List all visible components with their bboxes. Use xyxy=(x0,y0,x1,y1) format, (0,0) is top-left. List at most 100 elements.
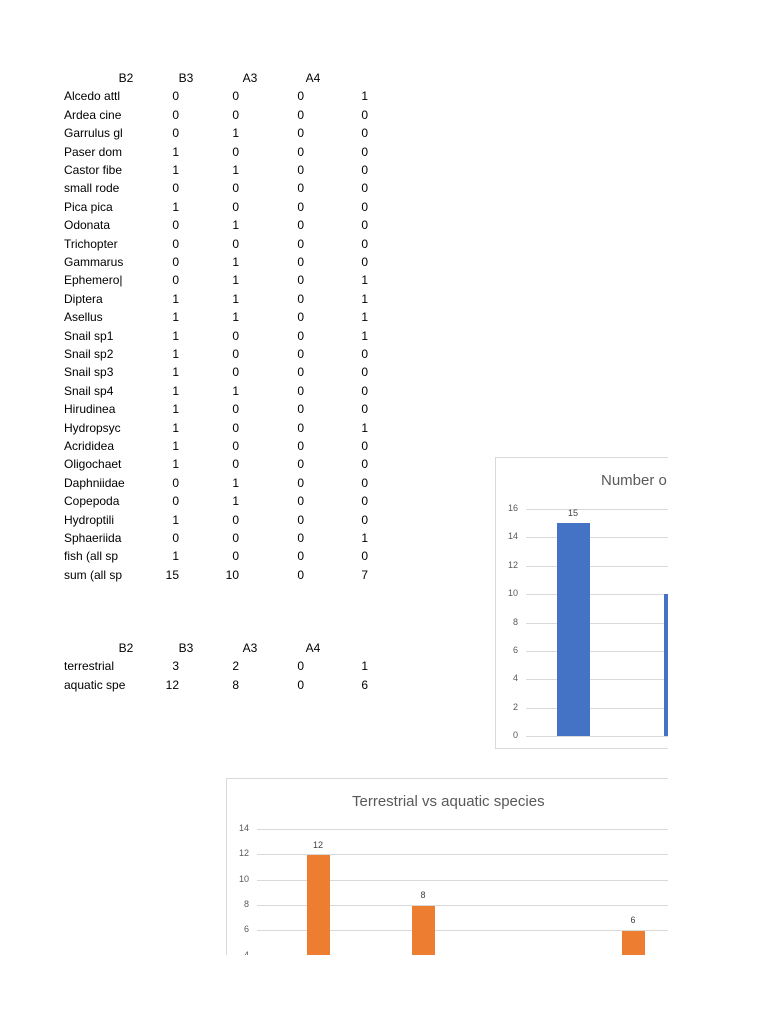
cell-value: 0 xyxy=(361,549,368,564)
cell-value: 7 xyxy=(361,567,368,582)
row-label: Snail sp3 xyxy=(64,365,114,380)
cell-value: 1 xyxy=(172,347,179,361)
table-row: Diptera 1 1 0 1 xyxy=(55,290,375,308)
y-tick-label: 12 xyxy=(507,559,518,570)
table-row: aquatic spe 12 8 0 6 xyxy=(55,676,375,694)
header-a4: A4 xyxy=(305,71,321,85)
bar-b2[interactable] xyxy=(557,523,590,736)
row-label: Gammarus xyxy=(64,255,124,269)
cell-value: 1 xyxy=(232,163,239,177)
gridline xyxy=(257,879,687,881)
cell-value: 0 xyxy=(361,512,368,527)
cell-value: 0 xyxy=(297,144,304,159)
cell-value: 0 xyxy=(232,420,239,435)
header-a4: A4 xyxy=(305,641,321,655)
cell-value: 0 xyxy=(172,236,179,251)
cell-value: 0 xyxy=(232,347,239,361)
cell-value: 0 xyxy=(361,126,368,141)
row-label: terrestrial xyxy=(64,659,115,674)
row-label: Diptera xyxy=(64,291,103,306)
y-tick-label: 8 xyxy=(512,616,518,627)
cell-value: 6 xyxy=(361,677,368,692)
cell-value: 0 xyxy=(297,89,304,104)
cell-value: 1 xyxy=(172,310,179,325)
header-b2: B2 xyxy=(118,71,134,85)
y-tick-label: 0 xyxy=(512,730,518,741)
cell-value: 0 xyxy=(297,531,304,545)
species-table: B2 B3 A3 A4 Alcedo attl 0 0 0 1 Ardea cine 0 0 0… xyxy=(55,69,375,589)
cell-value: 0 xyxy=(232,439,239,453)
table-row: Snail sp1 1 0 0 1 xyxy=(55,327,375,345)
cell-value: 0 xyxy=(361,199,368,214)
cell-value: 0 xyxy=(297,107,304,122)
cell-value: 0 xyxy=(297,659,304,674)
cell-value: 1 xyxy=(232,475,239,490)
gridline xyxy=(526,565,676,567)
cell-value: 0 xyxy=(232,512,239,527)
gridline xyxy=(526,707,676,709)
cell-value: 1 xyxy=(172,328,179,343)
cell-value: 1 xyxy=(172,549,179,564)
cell-value: 0 xyxy=(297,383,304,398)
cell-value: 0 xyxy=(232,199,239,214)
cell-value: 1 xyxy=(232,126,239,141)
table-row: Paser dom 1 0 0 0 xyxy=(55,143,375,161)
y-tick-label: 12 xyxy=(238,848,249,859)
table-row: sum (all sp 15 10 0 7 xyxy=(55,566,375,584)
cell-value: 12 xyxy=(165,677,179,692)
bar-b2[interactable] xyxy=(307,855,330,979)
terrestrial-aquatic-chart[interactable]: Terrestrial vs aquatic species 14 12 10 8 6 4… xyxy=(226,778,688,980)
cell-value: 0 xyxy=(232,107,239,122)
cell-value: 1 xyxy=(172,383,179,398)
row-label: Sphaeriida xyxy=(64,531,122,545)
cell-value: 0 xyxy=(297,328,304,343)
row-label: Ardea cine xyxy=(64,107,122,122)
cell-value: 0 xyxy=(297,218,304,233)
row-label: Oligochaet xyxy=(64,457,122,472)
row-label: Snail sp1 xyxy=(64,328,114,343)
cell-value: 0 xyxy=(361,457,368,472)
cell-value: 0 xyxy=(297,236,304,251)
cell-value: 0 xyxy=(297,163,304,177)
table-row: Hydropsyc 1 0 0 1 xyxy=(55,419,375,437)
gridline xyxy=(526,622,676,624)
table-row: Ardea cine 0 0 0 0 xyxy=(55,106,375,124)
cell-value: 0 xyxy=(297,291,304,306)
cell-value: 1 xyxy=(361,291,368,306)
cell-value: 0 xyxy=(232,236,239,251)
table-row: Garrulus gl 0 1 0 0 xyxy=(55,124,375,142)
gridline xyxy=(526,736,676,738)
cell-value: 0 xyxy=(361,218,368,233)
cell-value: 1 xyxy=(361,531,368,545)
table-header-row: B2 B3 A3 A4 xyxy=(55,69,375,87)
cell-value: 0 xyxy=(297,347,304,361)
cell-value: 0 xyxy=(172,107,179,122)
cell-value: 0 xyxy=(232,328,239,343)
header-b3: B3 xyxy=(178,71,194,85)
header-a3: A3 xyxy=(242,71,258,85)
cell-value: 0 xyxy=(232,365,239,380)
row-label: Odonata xyxy=(64,218,111,233)
table-row: small rode 0 0 0 0 xyxy=(55,179,375,197)
row-label: Alcedo attl xyxy=(64,89,121,104)
table-row: Alcedo attl 0 0 0 1 xyxy=(55,87,375,105)
table-row: Snail sp4 1 1 0 0 xyxy=(55,382,375,400)
row-label: Pica pica xyxy=(64,199,113,214)
row-label: sum (all sp xyxy=(64,567,123,582)
page-bottom-mask xyxy=(0,955,768,1024)
row-label: Hirudinea xyxy=(64,402,116,417)
page-edge-mask xyxy=(668,440,768,770)
cell-value: 0 xyxy=(361,439,368,453)
cell-value: 0 xyxy=(297,402,304,417)
cell-value: 0 xyxy=(297,457,304,472)
cell-value: 1 xyxy=(361,659,368,674)
species-count-chart[interactable]: Number o 16 14 12 10 8 6 4 2 0 15 xyxy=(495,457,677,749)
cell-value: 0 xyxy=(297,512,304,527)
y-tick-label: 14 xyxy=(238,823,249,833)
cell-value: 0 xyxy=(361,494,368,509)
table-row: Ephemero| 0 1 0 1 xyxy=(55,271,375,289)
cell-value: 0 xyxy=(172,218,179,233)
cell-value: 1 xyxy=(361,273,368,288)
row-label: Hydroptili xyxy=(64,512,115,527)
cell-value: 15 xyxy=(165,567,179,582)
